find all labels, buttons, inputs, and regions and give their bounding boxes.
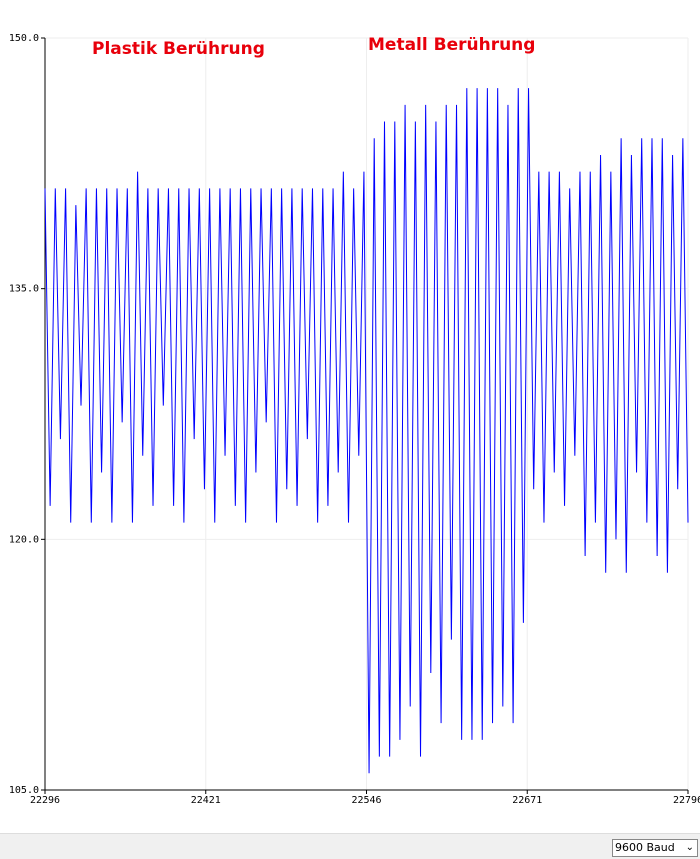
baud-select[interactable]: 9600 Baud ⌄ (612, 839, 698, 857)
x-tick-label: 22671 (512, 795, 542, 806)
footer-bar: 9600 Baud ⌄ (0, 833, 700, 859)
annotation: Plastik Berührung (92, 39, 265, 59)
annotation: Metall Berührung (368, 35, 535, 55)
x-tick-label: 22296 (30, 795, 60, 806)
y-tick-label: 120.0 (9, 534, 39, 545)
data-line (44, 88, 689, 774)
y-tick-label: 105.0 (9, 785, 39, 796)
plot (44, 88, 689, 774)
x-tick-label: 22421 (191, 795, 221, 806)
x-tick-label: 22796 (673, 795, 700, 806)
y-tick-label: 135.0 (9, 284, 39, 295)
chart: 105.0 120.0 135.0 150.0 22296 22421 22546 22671… (9, 33, 700, 806)
baud-label: 9600 Baud (615, 841, 675, 854)
grid: 105.0 120.0 135.0 150.0 22296 22421 22546 22671… (9, 33, 700, 806)
x-tick-label: 22546 (351, 795, 381, 806)
y-tick-label: 150.0 (9, 33, 39, 44)
dropdown-arrow: ⌄ (685, 842, 694, 853)
